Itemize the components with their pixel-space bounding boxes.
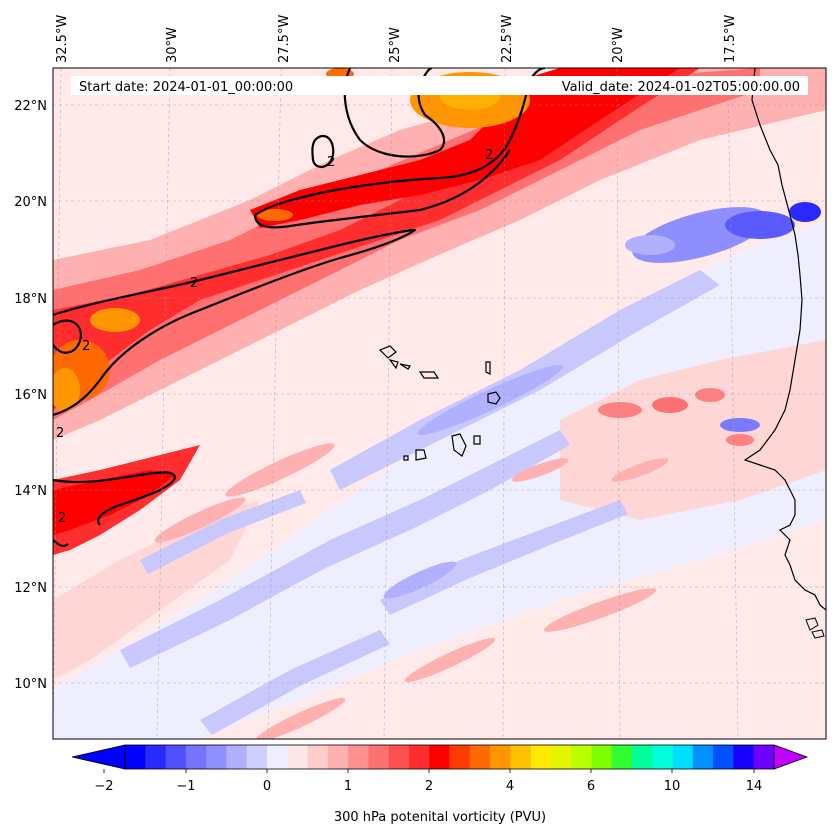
lat-tick-label: 20°N [14, 195, 47, 210]
colorbar-under-arrow [71, 744, 126, 770]
colorbar-frame [124, 744, 775, 770]
lat-tick-label: 12°N [14, 581, 47, 596]
colorbar-segment [632, 745, 653, 769]
colorbar-segment [408, 745, 430, 769]
colorbar-label: 300 hPa potenital vorticity (PVU) [334, 810, 546, 825]
contour-label: 2 [58, 511, 66, 526]
colorbar-segment [226, 745, 248, 769]
colorbar-segment [490, 745, 511, 769]
lon-tick-label: 17.5°W [723, 15, 738, 63]
lon-tick-label: 20°W [611, 27, 626, 63]
bijagos-islands [805, 617, 825, 639]
colorbar-segment [753, 745, 775, 769]
pv-orange-core-northwest-inner [53, 368, 80, 412]
colorbar-segment [571, 745, 592, 769]
pv-negative-streaks [120, 270, 720, 735]
colorbar-segment [550, 745, 572, 769]
colorbar-tick-label: 14 [746, 779, 763, 794]
colorbar-segment [591, 745, 613, 769]
colorbar-tick-label: 10 [664, 779, 681, 794]
pv-positive-streaks [154, 388, 754, 739]
pv-orange-core-west [90, 308, 140, 332]
colorbar-tick-label: 1 [344, 779, 352, 794]
colorbar-segment [449, 745, 471, 769]
lon-tick-label: 30°W [165, 27, 180, 63]
colorbar-segment [165, 745, 187, 769]
colorbar-segments [125, 745, 775, 769]
colorbar-over-arrow [773, 744, 809, 770]
lat-tick-label: 14°N [14, 484, 47, 499]
colorbar-segment [266, 745, 288, 769]
longitude-labels: 32.5°W 30°W 27.5°W 25°W 22.5°W 20°W 17.5… [55, 15, 738, 63]
colorbar-segment [307, 745, 329, 769]
lat-tick-label: 18°N [14, 292, 47, 307]
colorbar-segment [287, 745, 309, 769]
pv-jet-band-southwest-core [53, 470, 175, 535]
colorbar-tick-label: 4 [506, 779, 514, 794]
valid-date-label: Valid_date: 2024-01-02T05:00:00.00 [562, 80, 800, 95]
pv-jet-band-middle [53, 68, 760, 420]
colorbar: −2 −1 0 1 2 4 6 10 14 300 hPa potenital … [71, 744, 809, 825]
contour-label: 2 [485, 148, 493, 163]
colorbar-segment [530, 745, 552, 769]
lat-tick-label: 22°N [14, 99, 47, 114]
colorbar-segment [327, 745, 349, 769]
colorbar-segment [368, 745, 390, 769]
colorbar-segment [348, 745, 369, 769]
colorbar-segment [510, 745, 532, 769]
colorbar-segment [429, 745, 450, 769]
colorbar-segment [652, 745, 674, 769]
colorbar-segment [125, 745, 146, 769]
lat-tick-label: 10°N [14, 677, 47, 692]
lat-tick-label: 16°N [14, 388, 47, 403]
pv-2-contour-labels: 2 2 2 2 2 2 [56, 148, 493, 526]
contour-label: 2 [82, 339, 90, 354]
map-frame [52, 67, 827, 740]
colorbar-tick-label: 0 [263, 779, 271, 794]
pv-orange-core-mid [257, 209, 293, 221]
lon-tick-label: 32.5°W [55, 15, 70, 63]
colorbar-tick-label: −2 [94, 779, 113, 794]
lon-tick-label: 25°W [388, 27, 403, 63]
colorbar-segment [469, 745, 491, 769]
colorbar-tick-label: −1 [176, 779, 195, 794]
date-header-box [71, 76, 808, 95]
colorbar-segment [611, 745, 633, 769]
colorbar-segment [388, 745, 410, 769]
colorbar-segment [206, 745, 227, 769]
colorbar-tick-labels: −2 −1 0 1 2 4 6 10 14 [94, 779, 762, 794]
africa-coastline [743, 68, 826, 611]
colorbar-segment [145, 745, 167, 769]
colorbar-segment [672, 745, 694, 769]
lon-tick-label: 27.5°W [277, 15, 292, 63]
contour-label: 2 [56, 426, 64, 441]
colorbar-tick-label: 6 [587, 779, 595, 794]
pv-jet-band-outer [53, 68, 826, 440]
colorbar-tick-label: 2 [425, 779, 433, 794]
map-panel: 2 2 2 2 2 2 [53, 68, 826, 739]
colorbar-segment [246, 745, 268, 769]
colorbar-segment [733, 745, 755, 769]
colorbar-segment [185, 745, 207, 769]
colorbar-segment [713, 745, 734, 769]
contour-label: 2 [327, 155, 335, 170]
pv-negative-cores [383, 202, 821, 599]
colorbar-segment [692, 745, 714, 769]
pv-positive-area-southwest [53, 500, 260, 680]
lon-tick-label: 22.5°W [500, 15, 515, 63]
latitude-labels: 22°N 20°N 18°N 16°N 14°N 12°N 10°N [14, 99, 47, 692]
cape-verde-islands [378, 345, 501, 461]
start-date-label: Start date: 2024-01-01_00:00:00 [79, 80, 293, 95]
pv-jet-band-core-north [250, 68, 680, 228]
contour-label: 2 [190, 276, 198, 291]
graticule [53, 68, 826, 739]
colorbar-ticks [103, 769, 755, 773]
